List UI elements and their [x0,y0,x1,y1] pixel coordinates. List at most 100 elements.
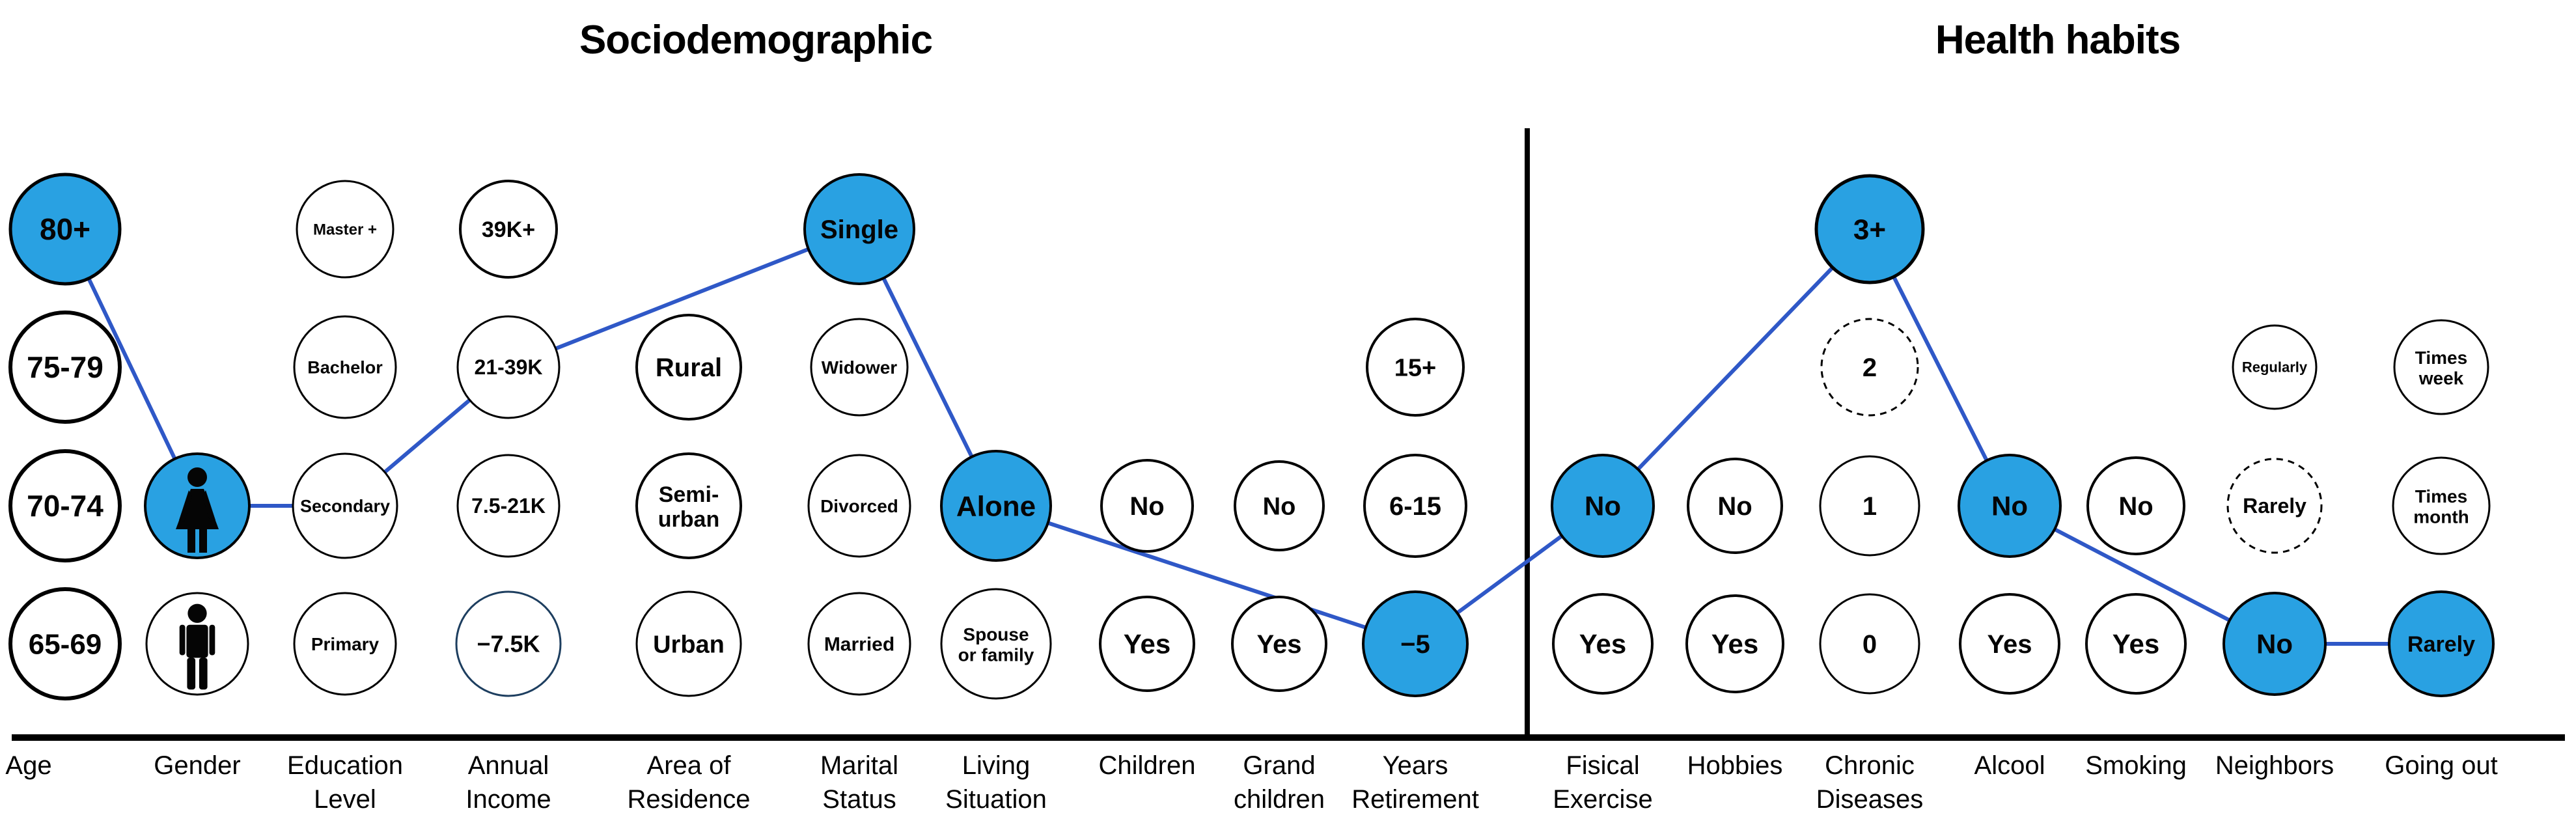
axis-label-line: Situation [945,785,1047,814]
female-icon-leg [187,529,195,553]
option-circle-neighbors-rarely: Rarely [2226,458,2323,554]
selected-circle-outline [2223,592,2327,696]
option-circle-age-70-74: 70-74 [8,449,122,562]
option-circle-gender-female [144,452,251,559]
circle-outline [940,588,1052,700]
circle-text: Semi-urban [658,482,719,532]
option-circle-age-80+: 80+ [8,173,122,286]
circle-text: Times week [2415,348,2467,388]
male-icon-head [187,603,207,623]
axis-label-line: Area of [646,751,731,780]
option-circle-age-65-69: 65-69 [8,587,122,700]
profile-line [63,225,2443,646]
axis-label-line: Hobbies [1687,751,1783,780]
circle-text: Yes [1711,629,1758,659]
female-icon-head [187,467,207,487]
male-icon-arm [209,624,215,656]
axis-label-line: Fisical [1566,751,1640,780]
axis-label-line: Living [962,751,1031,780]
circle-text: 0 [1863,630,1877,659]
circle-outline [293,315,397,419]
axis-label-fisical-exercise: Fisical Exercise [1553,749,1652,816]
axis-label-alcool: Alcool [1974,749,2045,782]
circle-text: Times month [2413,486,2469,527]
selected-circle-outline [2388,590,2495,697]
circle-text: Rarely [2243,494,2306,518]
option-circle-living-situation-spouse-or-family: Spouse or family [940,588,1052,700]
circle-text: 1 [1863,492,1877,521]
axis-label-line: Grand [1243,751,1316,780]
axis-label-line: Years [1382,751,1448,780]
circle-text: 15+ [1394,354,1436,381]
circle-outline [2393,319,2489,415]
circle-text: 39K+ [482,217,535,242]
selected-circle-outline [1958,454,2062,558]
circle-text: 21-39K [475,355,543,379]
circle-text: 2 [1863,353,1877,382]
option-circle-years-retirement--5: −5 [1362,590,1469,697]
axis-label-line: Children [1098,751,1196,780]
axis-label-line: Income [465,785,551,814]
circle-text: Divorced [820,496,898,516]
circle-text: 80+ [40,212,90,246]
circle-outline [459,180,558,279]
circle-text: Rural [656,353,722,382]
circle-text: Alone [956,490,1036,522]
option-circle-education-master-+: Master + [296,180,395,279]
axis-label-line: Age [5,751,52,780]
axis-label-line: Level [314,785,376,814]
circle-text: Married [824,634,894,656]
circle-outline [296,180,395,279]
axis-label-going-out: Going out [2385,749,2497,782]
circle-outline [810,318,909,417]
option-circle-chronic-diseases-0: 0 [1819,593,1920,695]
option-circle-area-residence-semi-urban: Semi-urban [635,452,742,559]
female-icon-dress [176,489,219,529]
circle-text: Rarely [2407,632,2475,657]
option-circle-grand-children-yes: Yes [1231,596,1327,692]
option-circle-going-out-times-week: Times week [2393,319,2489,415]
circle-outline [1231,596,1327,692]
circle-text: No [2118,492,2153,521]
axis-label-hobbies: Hobbies [1687,749,1783,782]
axis-label-years-retirement: Years Retirement [1351,749,1479,816]
axis-label-line: Neighbors [2215,751,2334,780]
option-circle-gender-male [145,592,249,696]
circle-outline [8,449,122,562]
circle-outline [1099,596,1195,692]
circle-text: 6-15 [1389,492,1441,521]
circle-outline [1234,460,1325,551]
selected-circle-outline [803,173,915,285]
section-title-health-habits: Health habits [1935,18,2181,62]
female-icon-arm [202,490,215,522]
circle-text: Yes [2112,629,2159,659]
option-circle-age-75-79: 75-79 [8,311,122,424]
circle-text: Widower [822,357,898,378]
option-circle-chronic-diseases-3+: 3+ [1814,174,1925,284]
option-circle-neighbors-no: No [2223,592,2327,696]
option-circle-marital-status-divorced: Divorced [807,454,911,558]
circle-text: Yes [1987,630,2032,659]
option-circle-education-bachelor: Bachelor [293,315,397,419]
option-circle-living-situation-alone: Alone [940,450,1052,562]
selected-circle-outline [1362,590,1469,697]
circle-outline [292,452,398,559]
axis-label-children: Children [1099,749,1196,782]
circle-outline [807,454,911,558]
male-icon [179,603,215,690]
circle-outline [8,311,122,424]
axis-label-chronic-diseases: Chronic Diseases [1816,749,1924,816]
circle-outline [456,315,561,419]
circle-text: Yes [1257,630,1302,659]
male-icon-leg [187,657,196,690]
option-circle-annual-income--7-5k: −7.5K [455,590,562,697]
circle-text: No [1585,491,1621,521]
circle-outline [455,590,562,697]
circle-text: Bachelor [307,357,383,377]
circle-outline [293,592,397,696]
axis-label-line: Smoking [2085,751,2187,780]
option-circle-going-out-times-month: Times month [2392,456,2491,555]
circle-outline [1687,458,1783,554]
circle-outline [2086,456,2185,555]
option-circle-marital-status-married: Married [807,592,911,696]
